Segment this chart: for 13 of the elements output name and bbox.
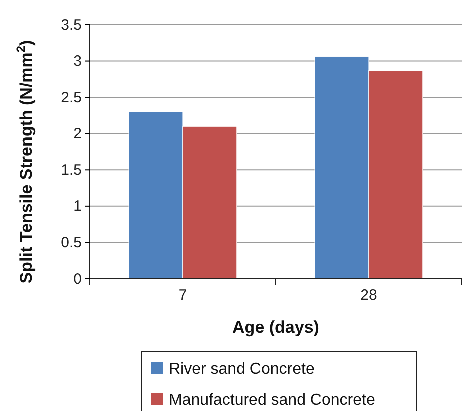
y-tick-label: 2	[74, 126, 82, 143]
y-tick-label: 1	[74, 198, 82, 216]
y-tick-label: 1.5	[61, 162, 82, 179]
x-tick-label: 28	[360, 287, 378, 304]
y-tick-label: 3.5	[61, 16, 82, 34]
legend-label: Manufactured sand Concrete	[169, 392, 376, 409]
y-tick-label: 0	[74, 270, 82, 288]
y-tick-label: 3	[74, 53, 82, 70]
x-tick-label: 7	[178, 287, 188, 304]
legend-label: River sand Concrete	[169, 361, 315, 378]
y-tick-label: 0.5	[61, 234, 82, 252]
y-tick-label: 2.5	[61, 89, 82, 106]
x-axis-title: Age (days)	[232, 318, 320, 337]
